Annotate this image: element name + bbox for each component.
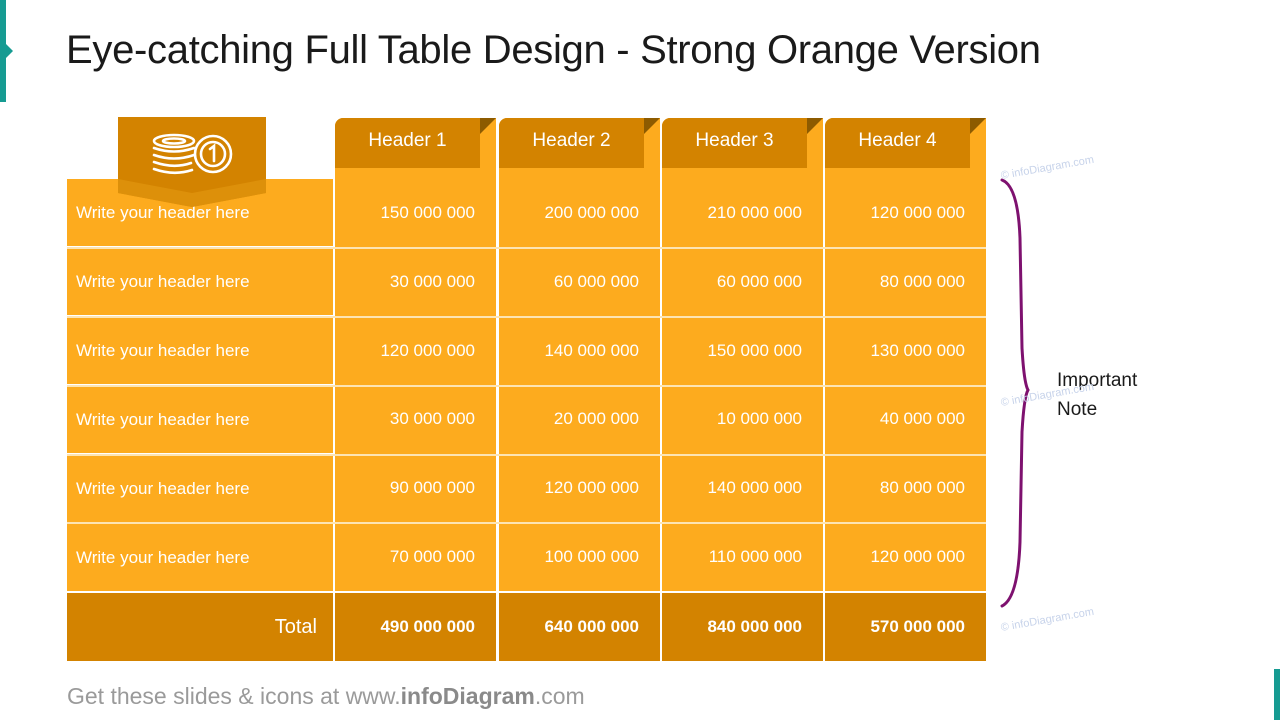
footer-credit: Get these slides & icons at www.infoDiag… — [67, 683, 585, 709]
right-accent-bar — [1274, 669, 1280, 720]
row-label: Write your header here — [67, 455, 333, 522]
row-divider — [67, 316, 986, 318]
coins-stack-icon — [118, 117, 266, 207]
footer-brand: infoDiagram — [400, 683, 535, 709]
row-divider — [67, 522, 986, 524]
table-cell: 120 000 000 — [544, 478, 639, 497]
row-label: Write your header here — [67, 317, 333, 384]
slide-title: Eye-catching Full Table Design - Strong … — [66, 28, 1041, 72]
row-label: Write your header here — [67, 248, 333, 315]
total-label: Total — [67, 593, 333, 661]
table-cell: 90 000 000 — [389, 478, 475, 497]
table-cell: 40 000 000 — [879, 409, 965, 428]
left-accent-bar — [0, 0, 6, 102]
fold-corner — [644, 118, 660, 134]
row-divider — [67, 591, 986, 593]
watermark: © infoDiagram.com — [999, 605, 1095, 634]
row-label: Write your header here — [67, 179, 333, 246]
table-cell: 200 000 000 — [544, 203, 639, 222]
table-cell: 150 000 000 — [707, 341, 802, 360]
table-cell: 20 000 000 — [553, 409, 639, 428]
total-cell: 840 000 000 — [662, 593, 823, 661]
table-cell: 140 000 000 — [707, 478, 802, 497]
table-cell: 70 000 000 — [389, 547, 475, 566]
row-divider — [67, 247, 986, 249]
total-cell: 570 000 000 — [825, 593, 986, 661]
row-label: Write your header here — [67, 524, 333, 591]
important-note: Important Note — [1057, 370, 1138, 420]
table-cell: 10 000 000 — [716, 409, 802, 428]
table-cell: 60 000 000 — [553, 272, 639, 291]
left-accent-arrow-icon — [6, 44, 13, 58]
column-header-label: Header 1 — [335, 118, 480, 168]
table-cell: 30 000 000 — [389, 272, 475, 291]
fold-corner — [807, 118, 823, 134]
table-cell: 130 000 000 — [870, 341, 965, 360]
table-cell: 210 000 000 — [707, 203, 802, 222]
table-cell: 60 000 000 — [716, 272, 802, 291]
table-cell: 120 000 000 — [380, 341, 475, 360]
column-header-label: Header 4 — [825, 118, 970, 168]
row-divider — [67, 454, 986, 456]
table-cell: 80 000 000 — [879, 478, 965, 497]
column-header-label: Header 2 — [499, 118, 644, 168]
column-header-label: Header 3 — [662, 118, 807, 168]
table-cell: 80 000 000 — [879, 272, 965, 291]
row-divider — [67, 385, 986, 387]
table-cell: 30 000 000 — [389, 409, 475, 428]
table-cell: 110 000 000 — [708, 547, 802, 566]
total-cell: 640 000 000 — [499, 593, 660, 661]
fold-corner — [970, 118, 986, 134]
table-cell: 150 000 000 — [380, 203, 475, 222]
watermark: © infoDiagram.com — [999, 153, 1095, 182]
row-label: Write your header here — [67, 386, 333, 453]
table-cell: 120 000 000 — [870, 547, 965, 566]
total-cell: 490 000 000 — [335, 593, 496, 661]
fold-corner — [480, 118, 496, 134]
table-cell: 120 000 000 — [870, 203, 965, 222]
table-cell: 140 000 000 — [544, 341, 639, 360]
table-cell: 100 000 000 — [544, 547, 639, 566]
curly-brace-icon — [1000, 178, 1030, 608]
coins-banner — [118, 117, 266, 207]
